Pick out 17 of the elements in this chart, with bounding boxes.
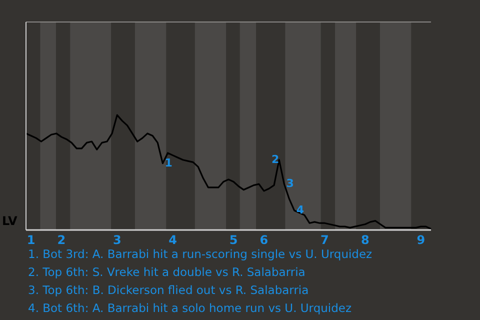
x-tick-label: 1 bbox=[26, 233, 36, 247]
text: 3. Top 6th: B. Dickerson flied out vs R. Salabarria bbox=[28, 283, 309, 297]
annotation: 4 bbox=[296, 203, 304, 216]
annotation: 2 bbox=[271, 152, 280, 166]
x-tick-label: 4 bbox=[168, 233, 177, 247]
x-tick-label: 2 bbox=[57, 233, 66, 247]
x-tick-label: 5 bbox=[229, 233, 238, 247]
text: 1. Bot 3rd: A. Barrabi hit a run-scoring single vs U. Urquidez bbox=[28, 247, 372, 261]
x-tick-label: 3 bbox=[112, 233, 122, 247]
x-tick-label: 9 bbox=[416, 233, 426, 247]
annotation: 1 bbox=[164, 156, 172, 170]
annotation: 3 bbox=[286, 177, 294, 190]
text: 4. Bot 6th: A. Barrabi hit a solo home run vs U. Urquidez bbox=[28, 301, 352, 315]
x-tick-label: 7 bbox=[320, 233, 329, 247]
x-tick-label: 6 bbox=[260, 233, 268, 247]
text: 2. Top 6th: S. Vreke hit a double vs R. Salabarria bbox=[28, 265, 306, 279]
x-tick-label: 8 bbox=[361, 233, 370, 247]
